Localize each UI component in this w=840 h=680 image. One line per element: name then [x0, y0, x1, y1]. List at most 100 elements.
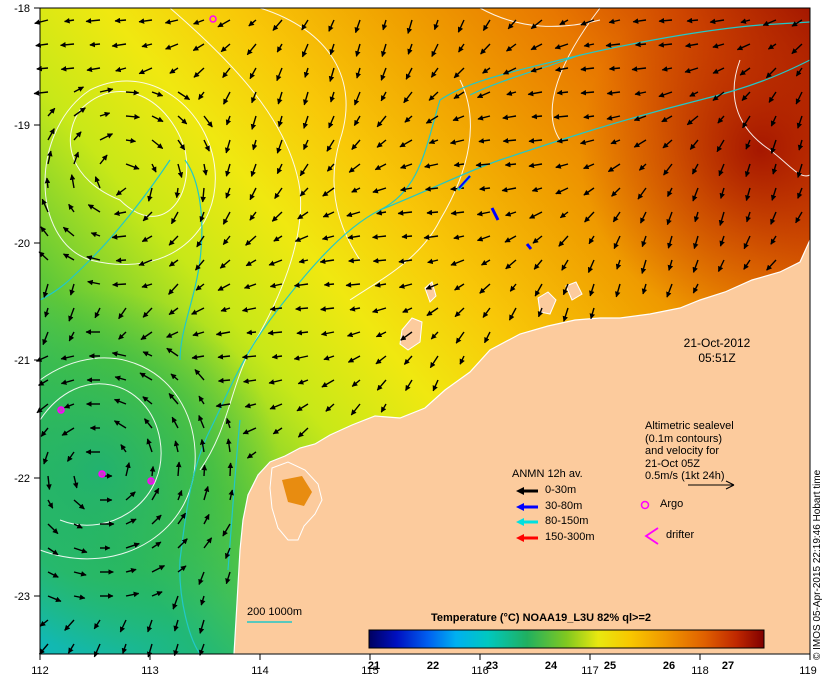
velocity-arrow — [739, 67, 751, 76]
velocity-arrow — [736, 43, 751, 51]
velocity-arrow — [227, 462, 234, 477]
velocity-arrow — [139, 372, 153, 381]
velocity-arrow — [661, 66, 673, 72]
velocity-arrow — [796, 115, 803, 129]
velocity-arrow — [712, 67, 725, 74]
velocity-arrow — [249, 211, 257, 221]
velocity-arrow — [277, 91, 283, 105]
x-tick-label: 119 — [799, 665, 817, 677]
velocity-arrow — [203, 537, 213, 549]
velocity-arrow — [66, 451, 75, 462]
velocity-arrow — [743, 235, 751, 250]
velocity-arrow — [99, 87, 114, 93]
velocity-arrow — [93, 643, 101, 658]
velocity-arrow — [454, 283, 465, 291]
velocity-arrow — [272, 427, 283, 435]
velocity-arrow — [558, 235, 569, 247]
colorbar-tick: 24 — [544, 660, 558, 672]
velocity-arrow — [426, 209, 439, 216]
velocity-arrow — [345, 282, 361, 288]
colorbar-tick: 25 — [603, 660, 617, 672]
velocity-arrow — [39, 619, 49, 627]
velocity-arrow — [224, 139, 231, 154]
velocity-arrow — [268, 259, 283, 266]
velocity-arrow — [40, 226, 49, 237]
velocity-arrow — [193, 19, 205, 25]
velocity-arrow — [246, 329, 257, 336]
velocity-arrow — [692, 259, 699, 273]
altimetric-line: 21-Oct 05Z — [645, 457, 701, 470]
velocity-arrow — [177, 91, 191, 101]
velocity-arrow — [243, 378, 257, 384]
velocity-arrow — [693, 211, 700, 223]
velocity-arrow — [73, 86, 84, 93]
velocity-arrow — [381, 19, 388, 31]
velocity-arrow — [94, 307, 101, 319]
velocity-arrow — [276, 43, 283, 53]
velocity-arrow — [125, 163, 140, 170]
velocity-arrow — [113, 398, 127, 405]
velocity-arrow — [170, 211, 179, 225]
velocity-arrow — [125, 114, 140, 120]
velocity-arrow — [505, 211, 517, 217]
velocity-arrow — [293, 355, 309, 361]
argo-legend-icon — [640, 500, 650, 510]
velocity-arrow — [405, 379, 413, 391]
velocity-arrow — [47, 547, 59, 556]
velocity-arrow — [191, 307, 205, 315]
velocity-arrow — [502, 137, 517, 144]
velocity-arrow — [326, 163, 335, 172]
velocity-arrow — [634, 90, 647, 96]
velocity-arrow — [692, 187, 699, 202]
velocity-arrow — [398, 283, 413, 289]
velocity-arrow — [452, 115, 465, 122]
velocity-arrow — [718, 163, 725, 177]
velocity-arrow — [193, 67, 205, 78]
velocity-arrow — [172, 595, 179, 610]
altimetric-line: 0.5m/s (1kt 24h) — [645, 470, 725, 482]
velocity-arrow — [692, 283, 699, 294]
velocity-arrow — [248, 19, 257, 27]
velocity-arrow — [637, 187, 647, 200]
time-label: 05:51Z — [698, 351, 736, 365]
velocity-arrow — [151, 591, 163, 597]
velocity-arrow — [140, 331, 153, 341]
velocity-arrow — [561, 259, 569, 271]
velocity-arrow — [766, 259, 777, 271]
anmn-legend-label: 80-150m — [545, 515, 589, 527]
y-tick-label: -20 — [14, 238, 30, 250]
velocity-arrow — [215, 330, 231, 337]
velocity-arrow — [246, 43, 257, 56]
velocity-arrow — [277, 115, 284, 128]
velocity-arrow — [322, 211, 335, 218]
velocity-arrow — [320, 306, 335, 312]
velocity-arrow — [328, 115, 335, 129]
velocity-arrow — [611, 187, 621, 197]
velocity-arrow — [293, 282, 309, 288]
velocity-arrow — [506, 90, 517, 96]
velocity-arrow — [198, 643, 205, 656]
velocity-arrow — [667, 259, 674, 271]
velocity-arrow — [298, 258, 309, 264]
velocity-arrow — [165, 43, 179, 50]
velocity-arrow — [44, 177, 51, 189]
velocity-arrow — [174, 187, 181, 199]
velocity-arrow — [42, 283, 49, 298]
velocity-arrow — [271, 353, 283, 360]
velocity-arrow — [404, 115, 413, 123]
velocity-arrow — [125, 518, 137, 525]
velocity-arrow — [146, 619, 153, 633]
velocity-arrow — [323, 281, 335, 288]
anmn-legend-arrows — [516, 487, 538, 542]
velocity-arrow — [151, 564, 165, 573]
velocity-arrow — [770, 139, 777, 154]
velocity-arrow — [138, 259, 153, 266]
velocity-arrow — [347, 234, 361, 240]
velocity-arrow — [68, 307, 75, 322]
velocity-arrow — [745, 211, 752, 223]
velocity-arrow — [479, 283, 491, 294]
anmn-legend-label: 0-30m — [545, 484, 577, 496]
velocity-arrow — [222, 523, 231, 537]
velocity-arrow — [640, 259, 647, 274]
